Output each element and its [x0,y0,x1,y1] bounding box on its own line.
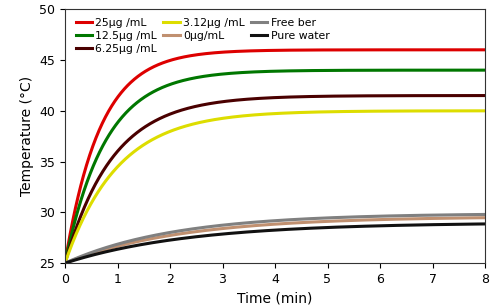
6.25μg /mL [306,95,312,99]
Free ber [317,216,323,220]
X-axis label: Time (min): Time (min) [238,291,312,305]
Free ber [330,216,336,219]
25μg /mL [330,48,336,52]
Pure water [317,226,323,230]
Pure water [330,226,336,229]
6.25μg /mL [330,94,336,98]
Free ber [88,251,94,255]
Free ber [62,261,68,265]
25μg /mL [482,48,488,52]
0μg/mL [330,219,336,223]
3.12μg /mL [330,110,336,114]
3.12μg /mL [306,110,312,114]
0μg/mL [424,217,430,220]
25μg /mL [88,150,94,154]
3.12μg /mL [62,261,68,265]
12.5μg /mL [317,69,323,72]
0μg/mL [88,252,94,256]
Free ber [482,213,488,216]
Line: 0μg/mL: 0μg/mL [65,218,485,263]
12.5μg /mL [62,261,68,265]
0μg/mL [306,220,312,224]
6.25μg /mL [380,94,386,98]
12.5μg /mL [482,68,488,72]
3.12μg /mL [424,109,430,113]
6.25μg /mL [424,94,430,97]
12.5μg /mL [306,69,312,73]
12.5μg /mL [380,68,386,72]
Line: Free ber: Free ber [65,215,485,263]
12.5μg /mL [88,170,94,174]
Line: 12.5μg /mL: 12.5μg /mL [65,70,485,263]
Legend: 25μg /mL, 12.5μg /mL, 6.25μg /mL, 3.12μg /mL, 0μg/mL, Free ber, Pure water: 25μg /mL, 12.5μg /mL, 6.25μg /mL, 3.12μg… [74,17,330,55]
Pure water [88,254,94,257]
25μg /mL [424,48,430,52]
Pure water [306,226,312,230]
6.25μg /mL [88,192,94,195]
Pure water [424,223,430,227]
25μg /mL [380,48,386,52]
3.12μg /mL [482,109,488,113]
Line: 25μg /mL: 25μg /mL [65,50,485,263]
Free ber [424,213,430,217]
3.12μg /mL [88,202,94,206]
Line: 6.25μg /mL: 6.25μg /mL [65,95,485,263]
12.5μg /mL [424,68,430,72]
0μg/mL [380,218,386,221]
0μg/mL [62,261,68,265]
Pure water [62,261,68,265]
3.12μg /mL [380,109,386,113]
Pure water [380,224,386,228]
12.5μg /mL [330,69,336,72]
Line: Pure water: Pure water [65,224,485,263]
Line: 3.12μg /mL: 3.12μg /mL [65,111,485,263]
6.25μg /mL [317,95,323,98]
Y-axis label: Temperature (°C): Temperature (°C) [20,76,34,196]
3.12μg /mL [317,110,323,114]
0μg/mL [317,220,323,223]
6.25μg /mL [482,94,488,97]
Pure water [482,222,488,226]
Free ber [380,214,386,218]
25μg /mL [62,261,68,265]
6.25μg /mL [62,261,68,265]
25μg /mL [317,48,323,52]
25μg /mL [306,48,312,52]
0μg/mL [482,216,488,219]
Free ber [306,217,312,221]
